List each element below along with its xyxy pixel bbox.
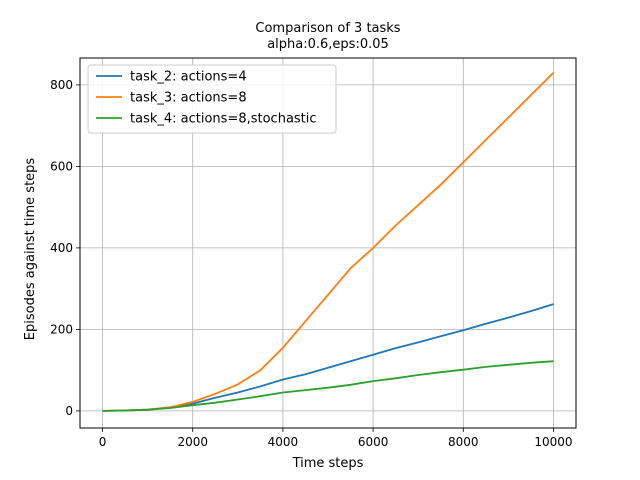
x-axis-label: Time steps xyxy=(292,456,364,471)
y-tick-label: 800 xyxy=(50,78,73,92)
y-tick-label: 400 xyxy=(50,241,73,255)
axis-ticks: 0 2000 4000 6000 8000 10000 0 200 400 600 800 xyxy=(50,78,572,449)
series-line-1 xyxy=(102,303,554,412)
x-tick-label: 0 xyxy=(99,435,107,449)
chart-title: Comparison of 3 tasks xyxy=(255,21,400,36)
y-tick-label: 200 xyxy=(50,322,73,336)
chart-subtitle: alpha:0.6,eps:0.05 xyxy=(267,37,389,52)
series-line-2 xyxy=(102,72,555,412)
y-tick-label: 600 xyxy=(50,159,73,173)
x-tick-label: 2000 xyxy=(177,435,208,449)
legend-box xyxy=(87,64,337,134)
y-tick-label: 0 xyxy=(65,404,73,418)
x-tick-label: 4000 xyxy=(268,435,299,449)
legend-label-3: task_4: actions=8,stochastic xyxy=(130,112,317,127)
series-lines xyxy=(102,72,555,412)
y-axis-label: Episodes against time steps xyxy=(23,158,38,341)
x-tick-label: 8000 xyxy=(448,435,479,449)
x-tick-label: 6000 xyxy=(358,435,389,449)
legend-label-1: task_2: actions=4 xyxy=(130,70,247,85)
legend: task_2: actions=4 task_3: actions=8 task_4… xyxy=(87,64,337,134)
legend-label-2: task_3: actions=8 xyxy=(130,91,247,106)
plot-frame xyxy=(79,57,577,429)
x-tick-label: 10000 xyxy=(534,435,572,449)
series-line-3 xyxy=(102,360,554,412)
